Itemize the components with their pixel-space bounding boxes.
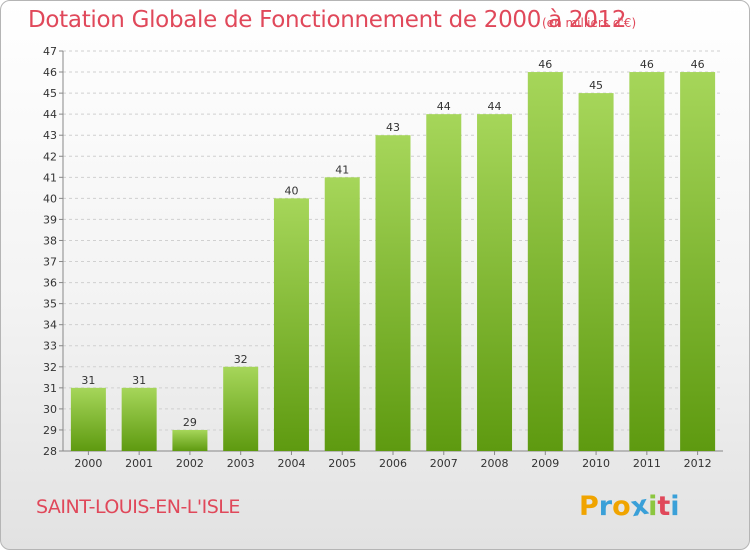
data-label: 45 — [589, 79, 603, 92]
x-tick-label: 2009 — [531, 457, 559, 470]
data-label: 41 — [335, 163, 349, 176]
x-tick-label: 2008 — [481, 457, 509, 470]
logo-letter: i — [670, 491, 680, 522]
y-tick-label: 40 — [43, 192, 57, 205]
x-tick-label: 2011 — [633, 457, 661, 470]
y-tick-label: 47 — [43, 45, 57, 58]
proxiti-logo: Proxiti — [579, 490, 680, 524]
x-tick-label: 2000 — [74, 457, 102, 470]
x-tick-label: 2010 — [582, 457, 610, 470]
x-tick-label: 2003 — [227, 457, 255, 470]
x-tick-label: 2005 — [328, 457, 356, 470]
y-tick-label: 45 — [43, 87, 57, 100]
data-label: 46 — [691, 58, 705, 71]
data-label: 29 — [183, 416, 197, 429]
x-tick-label: 2007 — [430, 457, 458, 470]
x-tick-label: 2012 — [684, 457, 712, 470]
x-tick-label: 2002 — [176, 457, 204, 470]
bar — [527, 72, 563, 451]
bar — [629, 72, 665, 451]
commune-name: SAINT-LOUIS-EN-L'ISLE — [36, 496, 240, 518]
bar — [375, 135, 411, 452]
y-tick-label: 28 — [43, 445, 57, 458]
y-tick-label: 41 — [43, 171, 57, 184]
y-tick-label: 42 — [43, 150, 57, 163]
data-label: 31 — [81, 374, 95, 387]
bar — [477, 114, 513, 451]
y-tick-label: 44 — [43, 108, 57, 121]
y-tick-label: 32 — [43, 361, 57, 374]
data-label: 31 — [132, 374, 146, 387]
data-label: 44 — [488, 100, 502, 113]
logo-letter: t — [657, 491, 671, 522]
data-label: 46 — [640, 58, 654, 71]
x-tick-label: 2004 — [277, 457, 305, 470]
bar — [680, 72, 716, 451]
y-tick-label: 30 — [43, 403, 57, 416]
logo-letter: i — [648, 491, 658, 522]
x-tick-label: 2006 — [379, 457, 407, 470]
y-tick-label: 37 — [43, 256, 57, 269]
chart-subtitle: (en milliers d'€) — [542, 16, 637, 30]
chart-title: Dotation Globale de Fonctionnement de 20… — [28, 7, 627, 33]
y-tick-label: 38 — [43, 234, 57, 247]
bar — [273, 198, 309, 451]
labels: 28 29 30 31 32 33 34 35 36 37 38 39 40 41 42 43 44 45 46 47… — [43, 45, 712, 470]
y-tick-label: 43 — [43, 129, 57, 142]
y-tick-label: 39 — [43, 213, 57, 226]
y-tick-label: 35 — [43, 298, 57, 311]
bar — [223, 366, 259, 451]
y-tick-label: 33 — [43, 340, 57, 353]
data-label: 32 — [234, 353, 248, 366]
data-label: 40 — [284, 184, 298, 197]
bars — [70, 72, 716, 452]
bar — [578, 93, 614, 452]
data-label: 46 — [538, 58, 552, 71]
bar — [426, 114, 462, 451]
logo-letter: r — [598, 491, 613, 522]
y-tick-label: 46 — [43, 66, 57, 79]
x-tick-label: 2001 — [125, 457, 153, 470]
logo-letter: P — [579, 491, 599, 522]
y-tick-label: 29 — [43, 424, 57, 437]
data-label: 43 — [386, 121, 400, 134]
bar — [70, 387, 106, 451]
bar — [172, 429, 208, 451]
data-label: 44 — [437, 100, 451, 113]
y-tick-label: 31 — [43, 382, 57, 395]
y-tick-label: 36 — [43, 277, 57, 290]
y-tick-label: 34 — [43, 319, 57, 332]
logo-letter: o — [612, 491, 631, 522]
bar — [324, 177, 360, 451]
bar — [121, 387, 157, 451]
